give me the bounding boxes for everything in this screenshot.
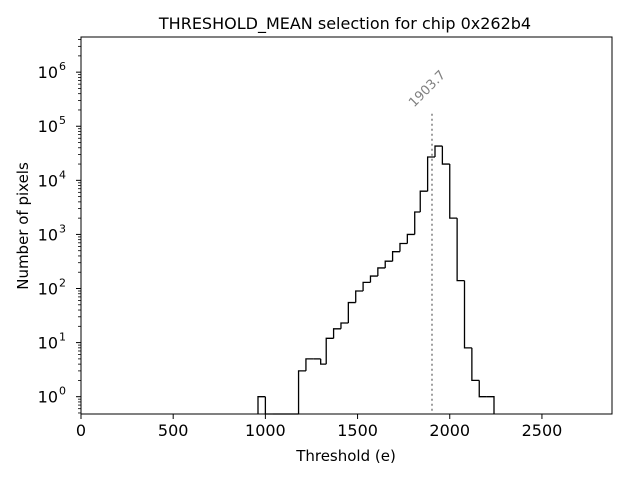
x-tick-label: 1000 — [245, 421, 286, 440]
histogram-bin — [406, 233, 415, 244]
y-tick-exponent: 0 — [59, 385, 66, 398]
histogram-bin — [463, 280, 472, 349]
histogram-bin — [377, 267, 386, 277]
histogram-bin — [332, 328, 341, 339]
histogram-bin — [305, 358, 314, 371]
x-tick-label: 2000 — [429, 421, 470, 440]
y-tick-exponent: 5 — [59, 114, 66, 127]
histogram-bin — [257, 396, 266, 414]
histogram-bin — [419, 190, 428, 212]
y-tick-exponent: 6 — [59, 60, 66, 73]
chart-title: THRESHOLD_MEAN selection for chip 0x262b… — [158, 14, 531, 34]
histogram-bin — [391, 251, 400, 262]
y-tick-label: 10 — [38, 63, 58, 82]
histogram-bin — [478, 380, 487, 398]
histogram-bin — [399, 242, 408, 252]
axes-frame — [80, 36, 613, 415]
histogram-bin — [456, 218, 465, 282]
y-tick-label: 10 — [38, 334, 58, 353]
y-tick-label: 10 — [38, 171, 58, 190]
histogram-bin — [426, 156, 435, 192]
histogram-bin — [384, 260, 393, 268]
y-tick-exponent: 1 — [59, 331, 66, 344]
y-tick-label: 10 — [38, 225, 58, 244]
histogram-bin — [449, 164, 458, 219]
histogram-bin — [325, 337, 334, 365]
y-tick-exponent: 3 — [59, 222, 66, 235]
x-axis-label: Threshold (e) — [295, 447, 396, 465]
x-tick-label: 500 — [158, 421, 189, 440]
y-axis-label: Number of pixels — [14, 162, 32, 290]
histogram-bin — [355, 290, 364, 303]
y-tick-exponent: 4 — [59, 168, 66, 181]
histogram-bin — [369, 275, 378, 283]
histogram-bin — [297, 370, 306, 414]
x-tick-label: 1500 — [337, 421, 378, 440]
y-tick-label: 10 — [38, 388, 58, 407]
histogram-bin — [347, 301, 356, 324]
x-tick-label: 0 — [76, 421, 86, 440]
y-tick-label: 10 — [38, 280, 58, 299]
x-tick-label: 2500 — [522, 421, 563, 440]
histogram-bin — [441, 146, 450, 165]
histogram-bin — [434, 145, 443, 158]
histogram-bin — [486, 396, 495, 414]
histogram-bin — [320, 358, 327, 365]
histogram-bin — [340, 322, 349, 329]
y-tick-exponent: 2 — [59, 277, 66, 290]
histogram-bin — [414, 211, 421, 235]
y-tick-label: 10 — [38, 117, 58, 136]
histogram-bin — [362, 281, 371, 291]
histogram-bin — [471, 347, 480, 382]
